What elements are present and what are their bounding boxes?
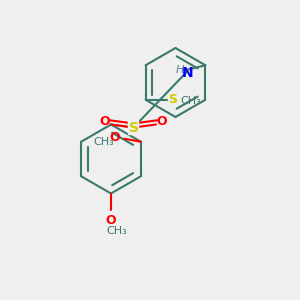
Text: O: O (157, 115, 167, 128)
Text: O: O (100, 115, 110, 128)
Text: S: S (128, 121, 139, 134)
Text: CH₃: CH₃ (93, 137, 114, 147)
Text: H: H (176, 65, 184, 75)
Text: N: N (182, 66, 194, 80)
Text: CH₃: CH₃ (180, 96, 201, 106)
Text: O: O (110, 131, 120, 144)
Text: S: S (168, 93, 177, 106)
Text: CH₃: CH₃ (106, 226, 128, 236)
Text: O: O (106, 214, 116, 227)
